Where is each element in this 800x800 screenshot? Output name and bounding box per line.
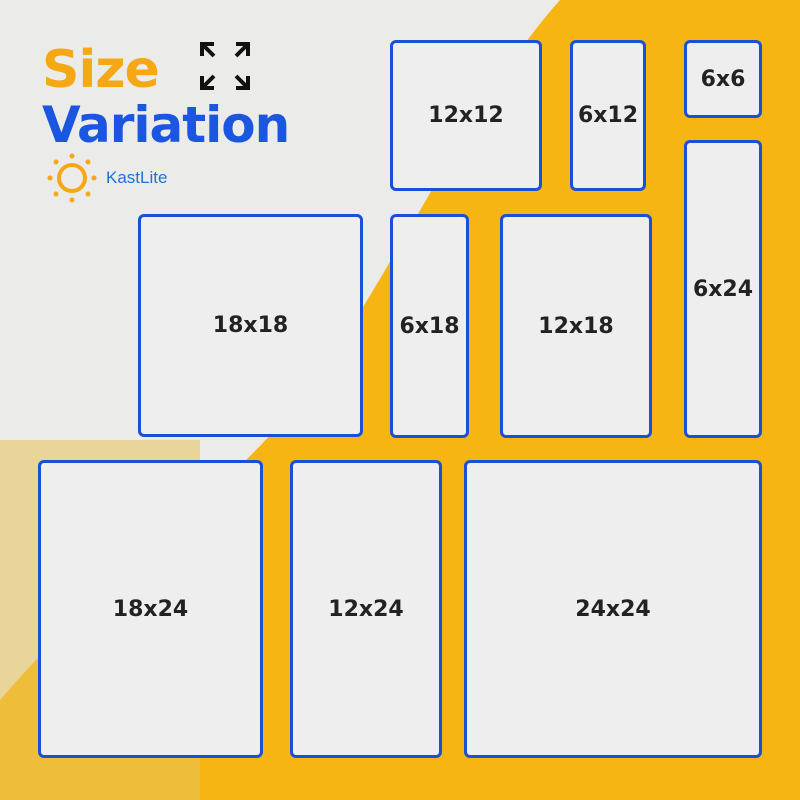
- brand-logo: KastLite: [46, 152, 167, 204]
- size-box-6x24: 6x24: [684, 140, 762, 438]
- size-box-6x6: 6x6: [684, 40, 762, 118]
- size-box-6x12: 6x12: [570, 40, 646, 191]
- size-box-18x24: 18x24: [38, 460, 263, 758]
- heading-variation: Variation: [42, 96, 290, 154]
- size-box-12x12: 12x12: [390, 40, 542, 191]
- size-box-6x18: 6x18: [390, 214, 469, 438]
- size-box-12x24: 12x24: [290, 460, 442, 758]
- sun-icon: [47, 153, 97, 203]
- size-box-18x18: 18x18: [138, 214, 363, 437]
- size-box-24x24: 24x24: [464, 460, 762, 758]
- heading-size: Size: [42, 40, 160, 100]
- expand-arrows-icon: [200, 42, 250, 90]
- size-box-12x18: 12x18: [500, 214, 652, 438]
- brand-name: KastLite: [106, 168, 168, 187]
